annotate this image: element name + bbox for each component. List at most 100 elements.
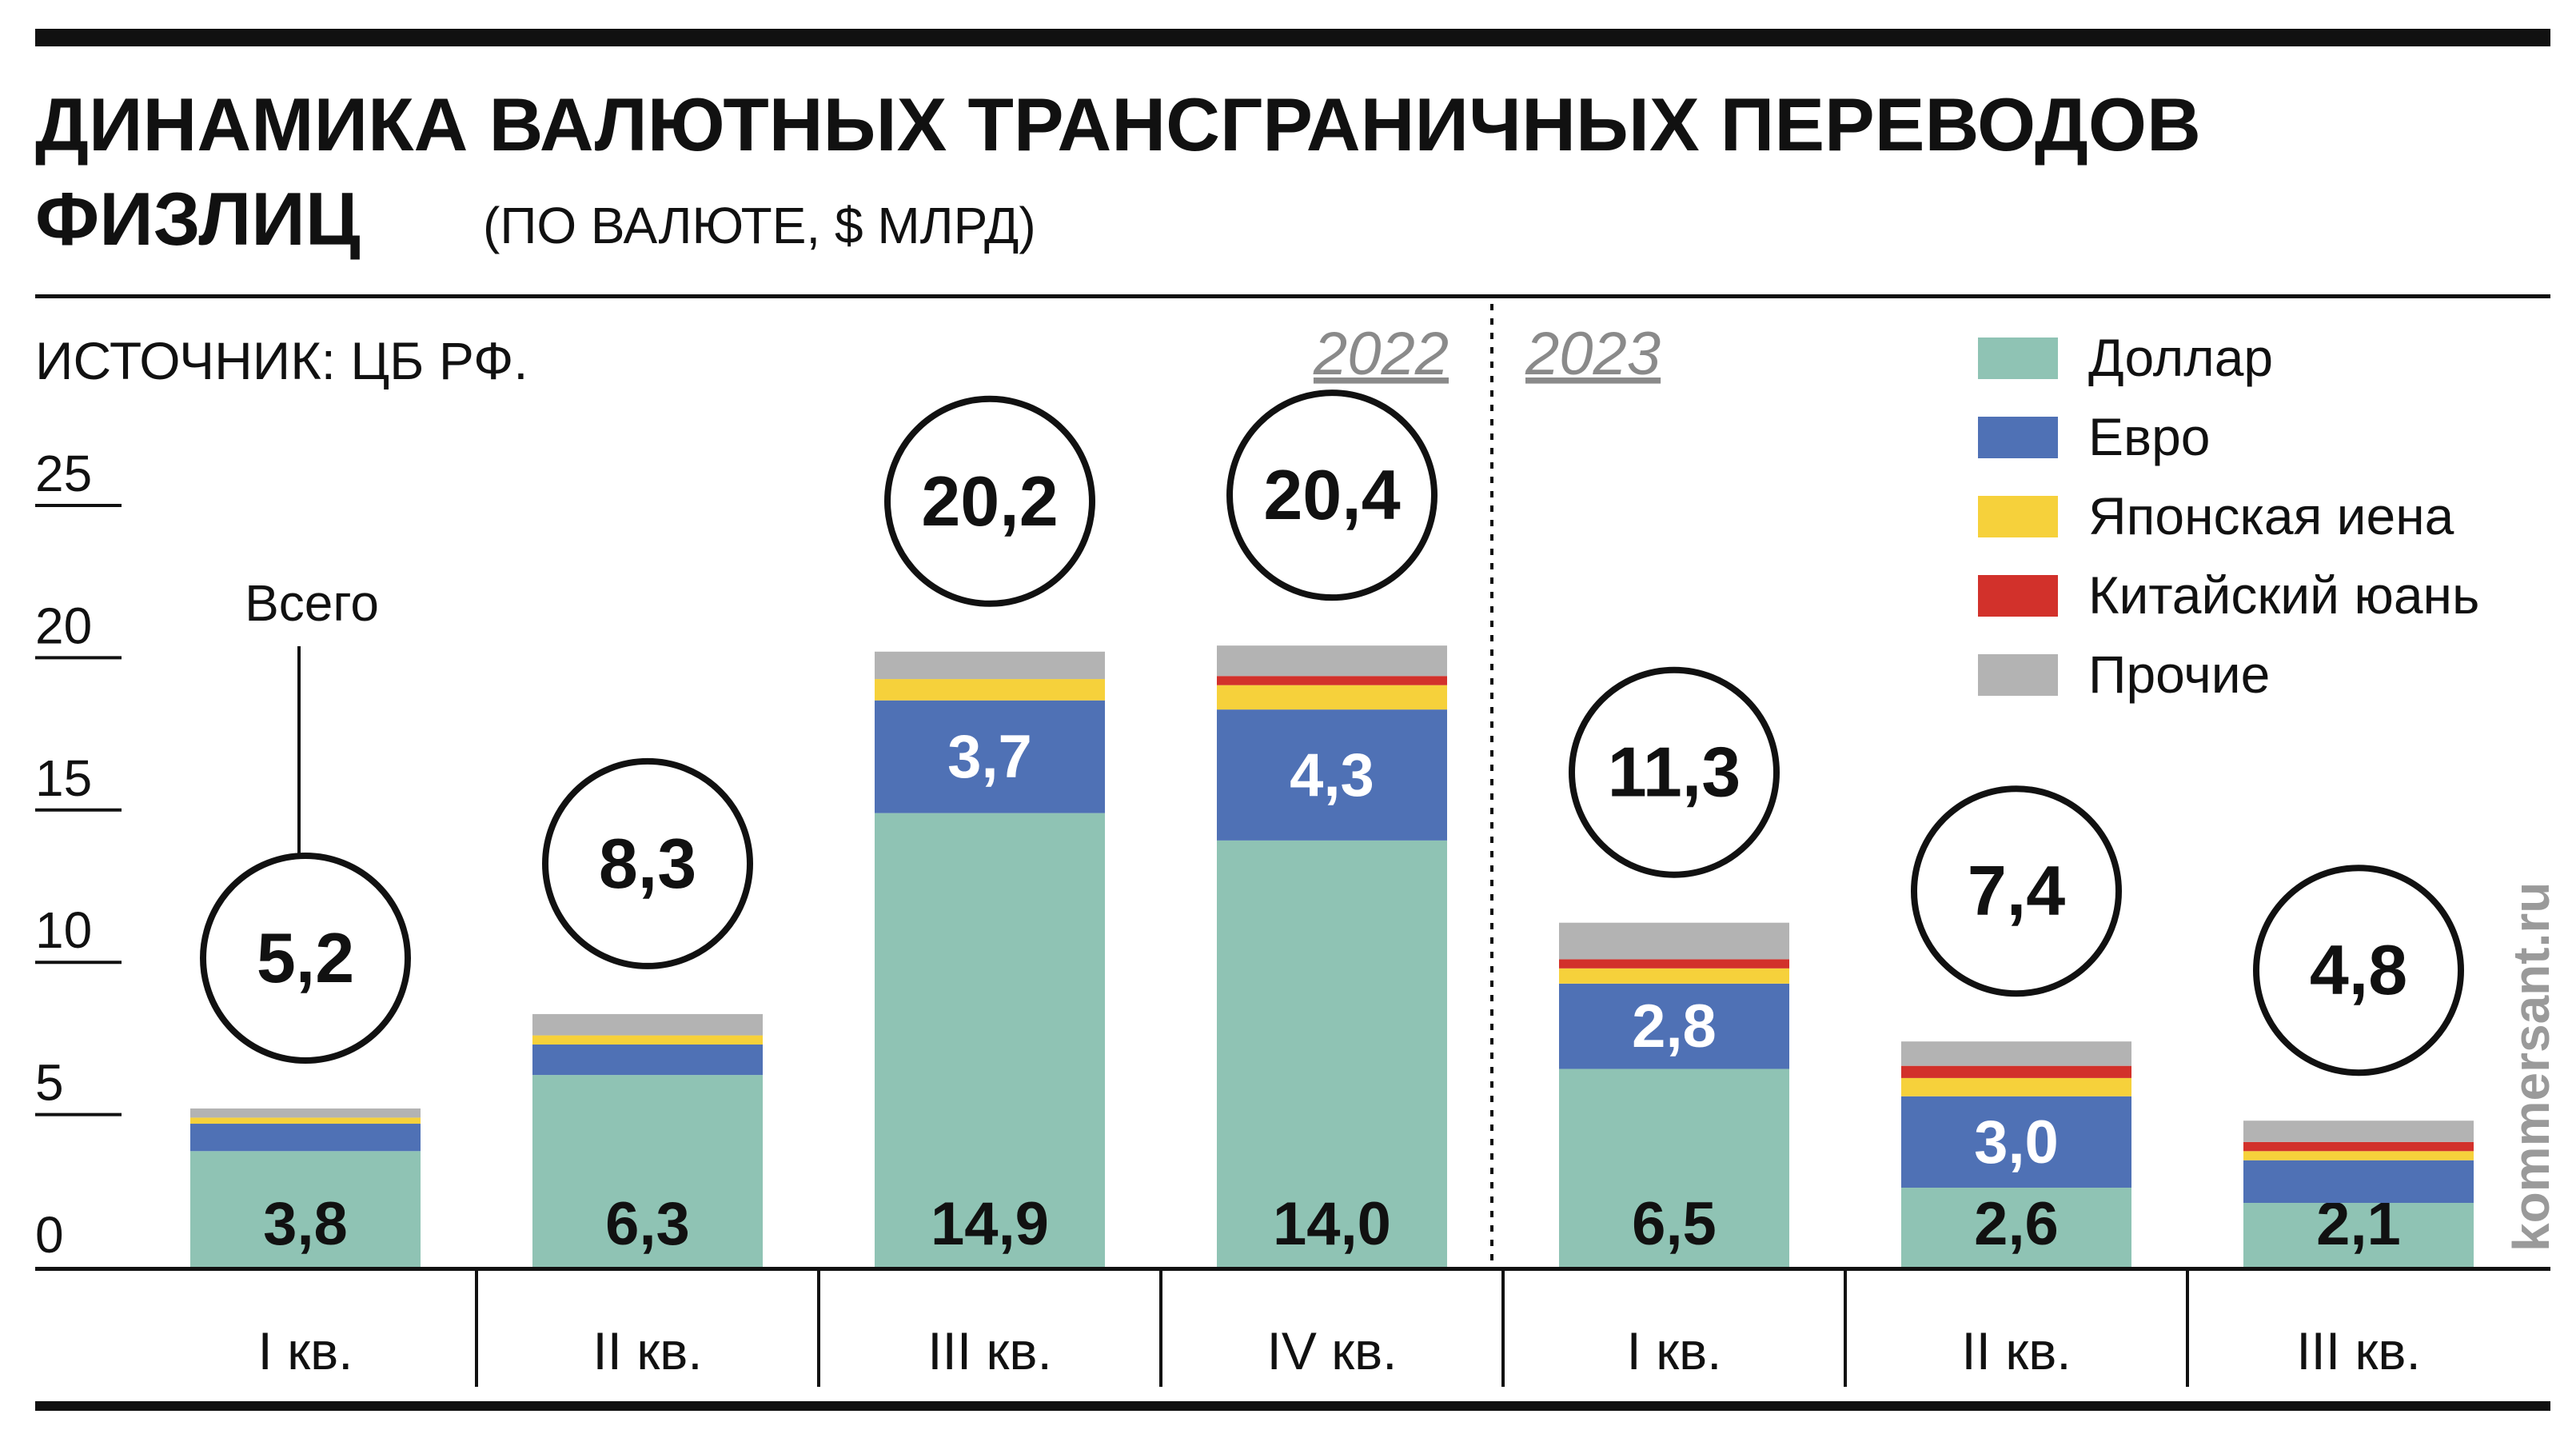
bar-stack: 14,0 4,3 20,4 — [1217, 389, 1447, 1267]
bar-segment-euro — [1901, 1096, 2131, 1188]
total-value-label: 8,3 — [599, 824, 696, 903]
total-circle — [1226, 389, 1438, 601]
bar-segment-yuan — [1217, 676, 1447, 685]
source-note: ИСТОЧНИК: ЦБ РФ. — [35, 331, 528, 390]
bar-segment-dollar — [532, 1075, 763, 1267]
x-tick-label: II кв. — [1961, 1321, 2071, 1380]
header-rule — [35, 294, 2550, 298]
bar-segment-yen — [190, 1117, 421, 1124]
legend-label: Доллар — [2088, 328, 2273, 387]
legend-label: Прочие — [2088, 645, 2270, 704]
segment-value-label: 14,0 — [1273, 1190, 1391, 1258]
bar-stack: 3,8 5,2 — [190, 852, 421, 1267]
bar-segment-other — [532, 1013, 763, 1036]
bar-stack: 2,14,8 — [2243, 865, 2474, 1267]
total-value-label: 7,4 — [1968, 851, 2065, 930]
total-callout-label: Всего — [245, 574, 379, 632]
bar-segment-other — [190, 1108, 421, 1118]
bar-segment-yuan — [1901, 1065, 2131, 1078]
total-value-label: 20,4 — [1263, 455, 1400, 534]
y-tick-label: 25 — [35, 445, 92, 502]
bar-segment-yuan — [1559, 959, 1789, 969]
total-value-label: 11,3 — [1608, 733, 1741, 812]
top-rule — [35, 29, 2550, 46]
bar-segment-yuan — [2243, 1141, 2474, 1152]
segment-value-label: 6,3 — [605, 1190, 690, 1258]
bar-segment-other — [875, 651, 1105, 680]
total-value-label: 5,2 — [257, 918, 354, 997]
bar-segment-dollar — [1559, 1069, 1789, 1267]
total-circle — [542, 757, 753, 969]
total-value-label: 4,8 — [2310, 930, 2407, 1009]
bar-segment-other — [1217, 645, 1447, 677]
bar-segment-euro — [190, 1124, 421, 1152]
bar-segment-yen — [875, 679, 1105, 701]
y-tick-label: 20 — [35, 597, 92, 654]
y-tick-label: 0 — [35, 1206, 64, 1264]
bar-stack: 6,5 2,8 11,3 — [1559, 666, 1789, 1267]
bar-segment-yen — [1901, 1077, 2131, 1096]
legend-label: Китайский юань — [2088, 565, 2479, 625]
total-circle — [2253, 865, 2464, 1077]
legend-swatch-yuan — [1978, 575, 2058, 617]
segment-value-label: 3,0 — [1974, 1108, 2059, 1176]
legend: Доллар Евро Японская иена Китайский юань Про… — [1978, 328, 2479, 704]
legend-label: Японская иена — [2088, 486, 2454, 545]
y-tick-label: 5 — [35, 1054, 64, 1112]
total-circle — [884, 395, 1095, 607]
bar-segment-dollar — [1217, 840, 1447, 1267]
bar-segment-euro — [875, 700, 1105, 813]
chart-subtitle: (ПО ВАЛЮТЕ, $ МЛРД) — [483, 197, 1036, 254]
bar-segment-euro — [2243, 1160, 2474, 1204]
total-circle — [1569, 666, 1780, 878]
x-tick-label: I кв. — [258, 1321, 353, 1380]
year-label: 2022 — [1313, 320, 1449, 388]
legend-swatch-other — [1978, 654, 2058, 696]
total-value-label: 20,2 — [921, 461, 1058, 541]
bar-segment-euro — [1559, 983, 1789, 1069]
bar-segment-dollar — [190, 1151, 421, 1267]
legend-label: Евро — [2088, 407, 2211, 466]
x-tick-label: IV кв. — [1267, 1321, 1398, 1380]
x-tick-label: II кв. — [592, 1321, 702, 1380]
total-circle — [1911, 785, 2122, 997]
legend-swatch-dollar — [1978, 338, 2058, 379]
bar-segment-other — [2243, 1120, 2474, 1142]
bar-stack: 2,6 3,0 7,4 — [1901, 785, 2131, 1267]
y-axis: 0 5 10 15 20 25 — [35, 445, 122, 1264]
y-tick-label: 10 — [35, 901, 92, 959]
segment-value-label: 4,3 — [1290, 741, 1374, 809]
segment-value-label: 3,7 — [947, 723, 1032, 791]
chart-title-line1: ДИНАМИКА ВАЛЮТНЫХ ТРАНСГРАНИЧНЫХ ПЕРЕВОД… — [35, 82, 2201, 166]
bars: 3,8 5,2 6,3 8,3 14,9 3,7 20,2 14,0 4,3 20,4 6,5 2,8… — [190, 389, 2474, 1267]
watermark: kommersant.ru — [2502, 882, 2560, 1252]
year-labels: 2022 2023 — [1313, 320, 1661, 388]
bar-segment-yen — [532, 1035, 763, 1045]
bar-stack: 14,9 3,7 20,2 — [875, 395, 1105, 1267]
bar-segment-dollar — [2243, 1203, 2474, 1267]
bar-segment-yen — [1217, 685, 1447, 710]
segment-value-label: 2,6 — [1974, 1190, 2059, 1258]
baseline — [35, 1267, 2550, 1271]
bar-segment-euro — [1217, 709, 1447, 841]
chart-title-line2: ФИЗЛИЦ — [35, 177, 361, 261]
x-axis: I кв. II кв. III кв. IV кв. I кв. II кв. III к… — [258, 1270, 2421, 1387]
bar-segment-euro — [532, 1045, 763, 1076]
bar-segment-other — [1559, 922, 1789, 960]
bottom-rule — [35, 1401, 2550, 1411]
bar-stack: 6,3 8,3 — [532, 757, 763, 1267]
legend-swatch-yen — [1978, 496, 2058, 537]
segment-value-label: 2,8 — [1632, 993, 1717, 1061]
x-tick-label: I кв. — [1627, 1321, 1722, 1380]
y-tick-label: 15 — [35, 749, 92, 807]
total-circle — [200, 852, 411, 1064]
bar-segment-dollar — [875, 813, 1105, 1267]
bar-segment-yen — [1559, 968, 1789, 984]
year-label: 2023 — [1525, 320, 1661, 388]
bar-segment-yen — [2243, 1151, 2474, 1160]
legend-swatch-euro — [1978, 417, 2058, 458]
segment-value-label: 3,8 — [263, 1190, 348, 1258]
segment-value-label: 6,5 — [1632, 1190, 1717, 1258]
